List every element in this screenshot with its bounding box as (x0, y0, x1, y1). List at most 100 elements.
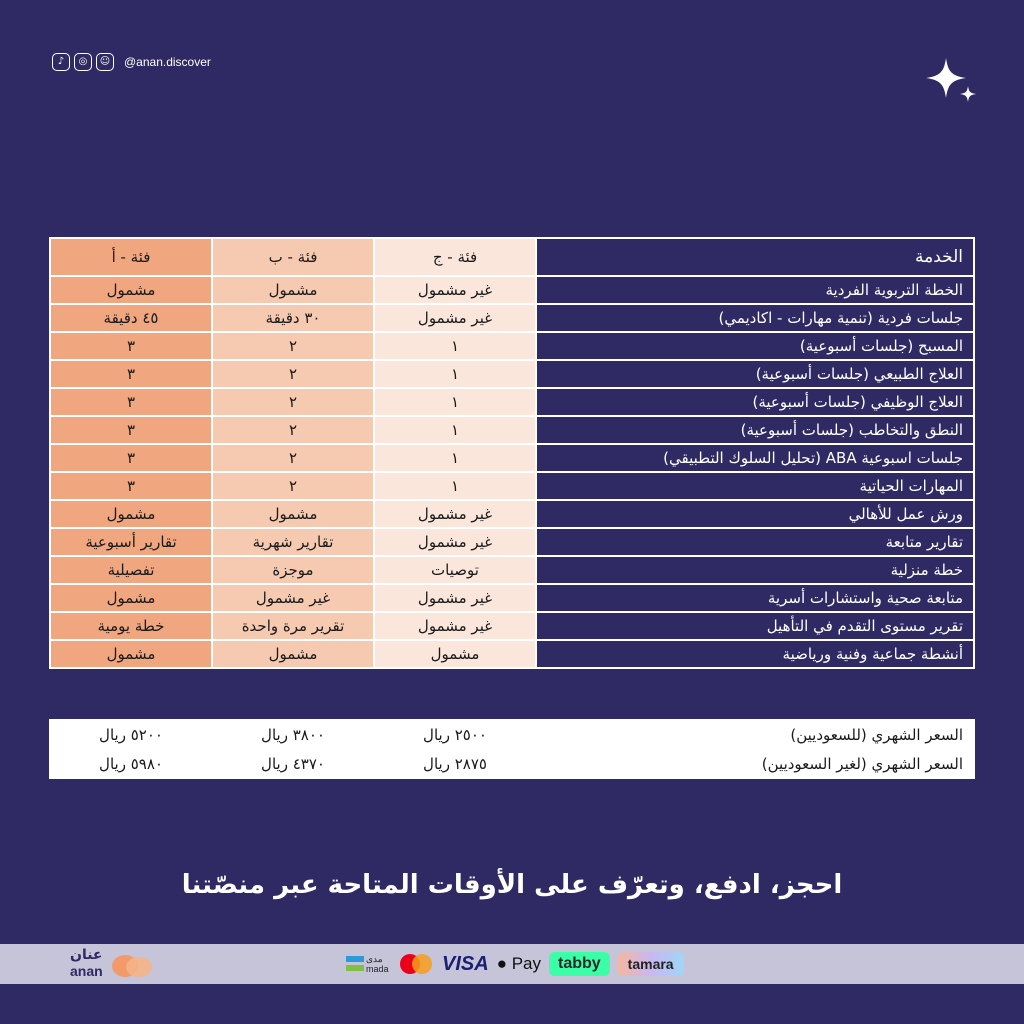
category-c-cell: مشمول (373, 639, 537, 669)
apple-pay-logo: ● Pay (496, 954, 541, 973)
table-row: متابعة صحية واستشارات أسرية غير مشمول غير … (49, 583, 975, 613)
category-a-cell: خطة يومية (49, 611, 213, 641)
price-label-cell: السعر الشهري (لغير السعوديين) (535, 748, 975, 779)
header-category-c: فئة - ج (373, 237, 537, 277)
services-table-body: الخطة التربوية الفردية غير مشمول مشمول مشمو… (49, 275, 975, 669)
price-a-cell: ٥٩٨٠ ريال (49, 748, 213, 779)
category-a-cell: ٣ (49, 415, 213, 445)
anan-logo: عنان anan (66, 947, 156, 981)
category-b-cell: ٢ (211, 387, 375, 417)
snapchat-icon[interactable]: ☺ (96, 53, 114, 71)
logo-blob (126, 957, 152, 977)
table-row: النطق والتخاطب (جلسات أسبوعية) ١ ٢ ٣ (49, 415, 975, 445)
category-a-cell: ٣ (49, 471, 213, 501)
category-c-cell: غير مشمول (373, 275, 537, 305)
service-cell: الخطة التربوية الفردية (535, 275, 975, 305)
prices-table-body: السعر الشهري (للسعوديين) ٢٥٠٠ ريال ٣٨٠٠ ري… (49, 719, 975, 779)
category-b-cell: ٢ (211, 443, 375, 473)
prices-table: السعر الشهري (للسعوديين) ٢٥٠٠ ريال ٣٨٠٠ ري… (49, 719, 975, 779)
category-b-cell: ٢ (211, 471, 375, 501)
header-category-b: فئة - ب (211, 237, 375, 277)
apple-icon: ● (496, 954, 507, 973)
service-cell: تقارير متابعة (535, 527, 975, 557)
category-a-cell: مشمول (49, 639, 213, 669)
category-a-cell: ٣ (49, 359, 213, 389)
category-a-cell: ٣ (49, 387, 213, 417)
brand-arabic: عنان (70, 947, 103, 963)
table-row: جلسات اسبوعية ABA (تحليل السلوك التطبيقي… (49, 443, 975, 473)
instagram-icon[interactable]: ◎ (74, 53, 92, 71)
table-header-row: الخدمة فئة - ج فئة - ب فئة - أ (49, 237, 975, 277)
category-a-cell: مشمول (49, 499, 213, 529)
table-row: أنشطة جماعية وفنية ورياضية مشمول مشمول مشمو… (49, 639, 975, 669)
category-a-cell: تقارير أسبوعية (49, 527, 213, 557)
service-cell: أنشطة جماعية وفنية ورياضية (535, 639, 975, 669)
service-cell: المسبح (جلسات أسبوعية) (535, 331, 975, 361)
table-row: جلسات فردية (تنمية مهارات - اكاديمي) غير … (49, 303, 975, 333)
service-cell: جلسات فردية (تنمية مهارات - اكاديمي) (535, 303, 975, 333)
table-row: تقارير متابعة غير مشمول تقارير شهرية تقارير… (49, 527, 975, 557)
footer-bar: عنان anan مدى mada VISA ● Pay tabby tamar… (0, 944, 1024, 984)
category-b-cell: ٣٠ دقيقة (211, 303, 375, 333)
category-b-cell: ٢ (211, 359, 375, 389)
category-a-cell: مشمول (49, 583, 213, 613)
service-cell: المهارات الحياتية (535, 471, 975, 501)
category-b-cell: غير مشمول (211, 583, 375, 613)
category-c-cell: ١ (373, 359, 537, 389)
category-b-cell: ٢ (211, 415, 375, 445)
category-c-cell: غير مشمول (373, 611, 537, 641)
table-row: الخطة التربوية الفردية غير مشمول مشمول مشمو… (49, 275, 975, 305)
tamara-logo: tamara (617, 952, 684, 976)
category-c-cell: ١ (373, 443, 537, 473)
services-table: الخدمة فئة - ج فئة - ب فئة - أ الخطة الت… (49, 237, 975, 669)
table-row: المهارات الحياتية ١ ٢ ٣ (49, 471, 975, 501)
category-c-cell: توصيات (373, 555, 537, 585)
service-cell: تقرير مستوى التقدم في التأهيل (535, 611, 975, 641)
service-cell: ورش عمل للأهالي (535, 499, 975, 529)
category-c-cell: غير مشمول (373, 527, 537, 557)
category-a-cell: ٤٥ دقيقة (49, 303, 213, 333)
mastercard-icon (398, 952, 434, 976)
price-b-cell: ٤٣٧٠ ريال (211, 748, 375, 779)
category-c-cell: غير مشمول (373, 499, 537, 529)
category-c-cell: غير مشمول (373, 303, 537, 333)
category-b-cell: مشمول (211, 499, 375, 529)
table-row: ورش عمل للأهالي غير مشمول مشمول مشمول (49, 499, 975, 529)
brand-english: anan (70, 963, 103, 979)
social-handle[interactable]: @anan.discover (124, 55, 211, 69)
visa-logo: VISA (442, 952, 489, 975)
social-links: ♪ ◎ ☺ @anan.discover (52, 53, 211, 71)
table-row: العلاج الوظيفي (جلسات أسبوعية) ١ ٢ ٣ (49, 387, 975, 417)
header-category-a: فئة - أ (49, 237, 213, 277)
table-row: خطة منزلية توصيات موجزة تفصيلية (49, 555, 975, 585)
price-b-cell: ٣٨٠٠ ريال (211, 719, 375, 750)
category-b-cell: ٢ (211, 331, 375, 361)
table-row: المسبح (جلسات أسبوعية) ١ ٢ ٣ (49, 331, 975, 361)
category-a-cell: ٣ (49, 331, 213, 361)
table-row: تقرير مستوى التقدم في التأهيل غير مشمول تق… (49, 611, 975, 641)
price-a-cell: ٥٢٠٠ ريال (49, 719, 213, 750)
service-cell: العلاج الطبيعي (جلسات أسبوعية) (535, 359, 975, 389)
category-b-cell: تقارير شهرية (211, 527, 375, 557)
category-a-cell: ٣ (49, 443, 213, 473)
category-c-cell: ١ (373, 471, 537, 501)
sparkle-icon (926, 58, 976, 102)
price-c-cell: ٢٨٧٥ ريال (373, 748, 537, 779)
tagline: احجز، ادفع، وتعرّف على الأوقات المتاحة ع… (181, 870, 843, 900)
category-c-cell: ١ (373, 331, 537, 361)
service-cell: العلاج الوظيفي (جلسات أسبوعية) (535, 387, 975, 417)
price-row: السعر الشهري (لغير السعوديين) ٢٨٧٥ ريال ٤٣… (49, 748, 975, 779)
category-b-cell: تقرير مرة واحدة (211, 611, 375, 641)
service-cell: جلسات اسبوعية ABA (تحليل السلوك التطبيقي… (535, 443, 975, 473)
service-cell: خطة منزلية (535, 555, 975, 585)
category-b-cell: موجزة (211, 555, 375, 585)
price-row: السعر الشهري (للسعوديين) ٢٥٠٠ ريال ٣٨٠٠ ري… (49, 719, 975, 750)
category-c-cell: غير مشمول (373, 583, 537, 613)
price-c-cell: ٢٥٠٠ ريال (373, 719, 537, 750)
mada-logo: مدى mada (346, 952, 390, 976)
service-cell: متابعة صحية واستشارات أسرية (535, 583, 975, 613)
category-b-cell: مشمول (211, 275, 375, 305)
payment-methods: مدى mada VISA ● Pay tabby tamara (346, 949, 684, 979)
category-a-cell: مشمول (49, 275, 213, 305)
tiktok-icon[interactable]: ♪ (52, 53, 70, 71)
